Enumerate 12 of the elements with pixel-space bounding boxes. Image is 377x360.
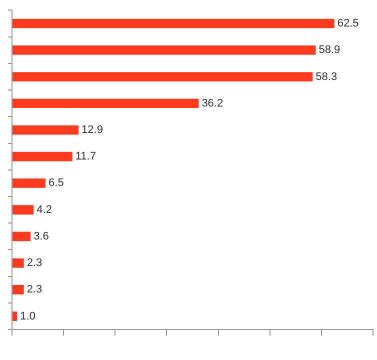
data-label: 58.9	[318, 44, 340, 56]
data-label: 36.2	[202, 97, 224, 110]
data-label: 3.6	[34, 230, 49, 242]
data-label: 6.5	[48, 177, 64, 190]
data-label: 1.0	[20, 310, 36, 322]
data-label: 12.9	[82, 124, 103, 136]
data-label: 58.3	[316, 70, 338, 83]
data-label: 4.2	[36, 204, 52, 216]
data-label: 2.3	[26, 257, 42, 270]
data-label: 62.5	[337, 18, 359, 30]
data-label: 11.7	[75, 150, 96, 163]
data-label: 2.3	[26, 284, 42, 296]
